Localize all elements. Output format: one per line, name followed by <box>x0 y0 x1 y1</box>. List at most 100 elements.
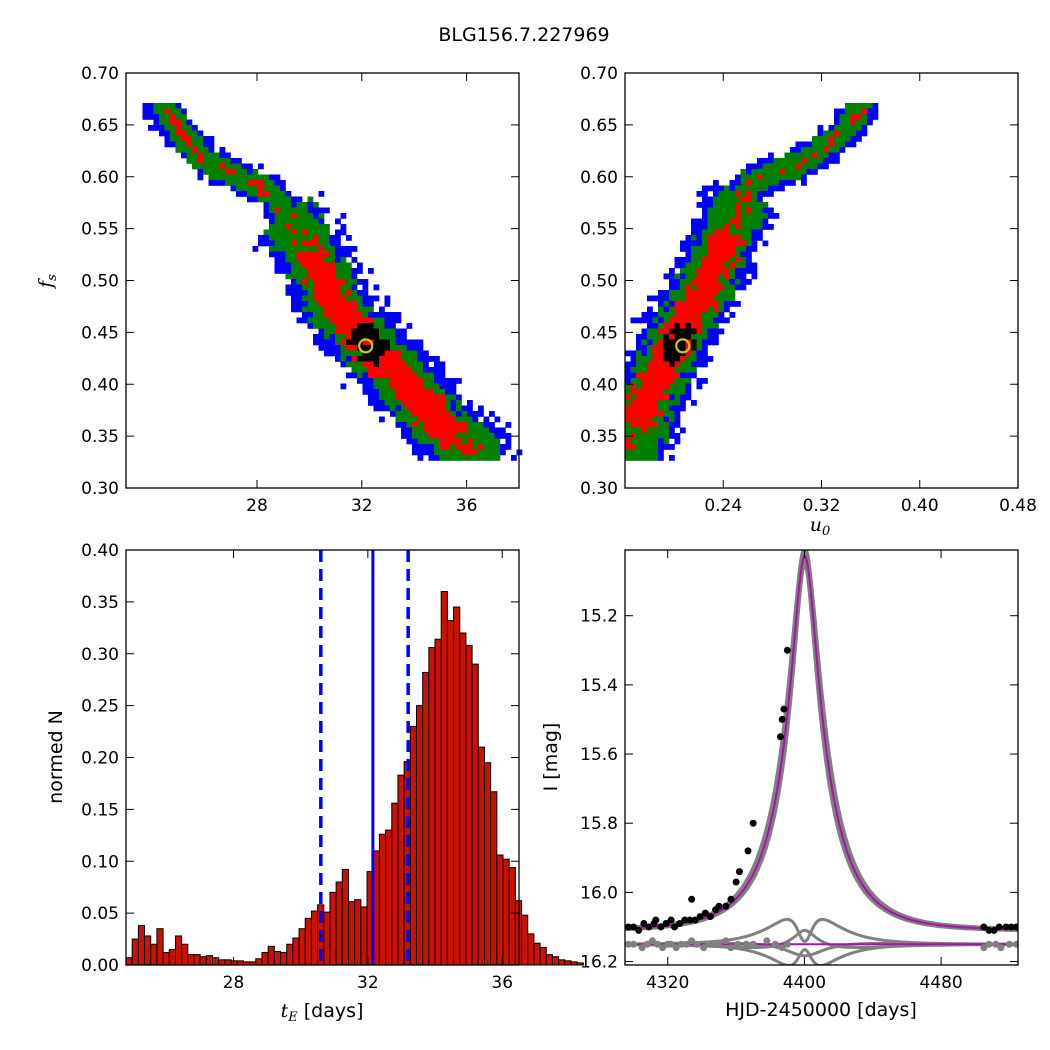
density-cell <box>329 306 336 313</box>
density-cell <box>423 449 429 456</box>
density-cell <box>647 427 653 434</box>
density-cell <box>373 405 380 412</box>
density-cell <box>395 339 402 346</box>
density-cell <box>691 284 697 291</box>
density-cell <box>472 438 479 445</box>
density-cell <box>269 196 275 203</box>
density-cell <box>467 400 473 406</box>
density-cell <box>461 422 468 428</box>
density-cell <box>641 433 648 439</box>
density-cell <box>373 400 380 406</box>
density-cell <box>652 323 659 329</box>
density-cell <box>362 284 369 291</box>
light-curve-points <box>625 555 1018 952</box>
density-cell <box>652 367 659 373</box>
density-cell <box>258 240 264 247</box>
density-cell <box>291 229 297 236</box>
density-cell <box>302 235 308 241</box>
density-cell <box>219 169 226 175</box>
density-cell <box>236 185 242 192</box>
density-cell <box>362 306 369 313</box>
histogram-bar <box>224 959 232 966</box>
density-cell <box>494 444 501 450</box>
density-cell <box>500 433 506 439</box>
density-cell <box>439 422 446 428</box>
density-cell <box>373 372 380 379</box>
density-cell <box>685 378 692 384</box>
density-cell <box>428 427 435 434</box>
density-cell <box>762 224 769 230</box>
density-cell <box>362 345 369 351</box>
density-cell <box>680 306 686 313</box>
density-cell <box>729 202 736 208</box>
density-cell <box>845 103 851 109</box>
density-cell <box>357 306 363 313</box>
density-cell <box>472 427 479 434</box>
density-cell <box>845 130 851 137</box>
density-cell <box>395 361 402 368</box>
density-cell <box>669 268 675 274</box>
density-cell <box>647 444 653 450</box>
density-cell <box>685 312 692 318</box>
density-cell <box>685 246 692 252</box>
density-cell <box>652 427 659 434</box>
density-cell <box>291 257 297 263</box>
x-tick-label: 28 <box>246 496 268 516</box>
tE-histogram-x-axis-label: tE [days] <box>281 1000 364 1025</box>
density-cell <box>318 218 325 225</box>
density-cell <box>636 372 642 379</box>
density-cell <box>735 207 741 214</box>
density-cell <box>439 400 446 406</box>
density-cell <box>680 427 686 434</box>
density-cell <box>845 119 851 126</box>
density-cell <box>412 433 418 439</box>
density-cell <box>472 444 479 450</box>
density-cell <box>647 383 653 390</box>
density-cell <box>390 323 396 329</box>
density-cell <box>450 455 457 461</box>
density-cell <box>340 257 347 263</box>
density-cell <box>247 191 253 197</box>
density-cell <box>652 389 659 395</box>
density-cell <box>362 361 369 368</box>
density-cell <box>746 174 752 181</box>
density-cell <box>296 290 303 296</box>
density-cell <box>691 224 697 230</box>
density-cell <box>285 207 292 214</box>
density-cell <box>428 356 435 362</box>
density-cell <box>285 246 292 252</box>
histogram-bar <box>255 958 263 966</box>
density-cell <box>302 218 308 225</box>
density-cell <box>680 339 686 346</box>
density-cell <box>702 306 708 313</box>
density-cell <box>351 301 358 307</box>
density-cell <box>702 328 708 335</box>
density-cell <box>357 317 363 324</box>
density-cell <box>373 284 380 291</box>
density-cell <box>691 246 697 252</box>
density-cell <box>340 262 347 269</box>
density-cell <box>417 356 424 362</box>
density-cell <box>214 180 220 186</box>
density-cell <box>186 130 193 137</box>
density-cell <box>740 268 747 274</box>
density-cell <box>652 416 659 423</box>
density-cell <box>735 180 741 186</box>
density-cell <box>685 394 692 401</box>
density-cell <box>313 279 319 285</box>
residual-point <box>700 944 708 952</box>
histogram-bar <box>144 935 152 966</box>
density-cell <box>630 389 637 395</box>
density-cell <box>313 306 319 313</box>
density-cell <box>302 279 308 285</box>
density-cell <box>175 141 182 148</box>
histogram-bar <box>174 935 183 966</box>
density-cell <box>412 361 418 368</box>
density-cell <box>630 361 637 368</box>
photometry-point <box>715 902 723 910</box>
density-cell <box>680 312 686 318</box>
density-cell <box>850 103 857 109</box>
y-tick-label: 0.30 <box>580 479 618 499</box>
density-cell <box>450 449 457 456</box>
